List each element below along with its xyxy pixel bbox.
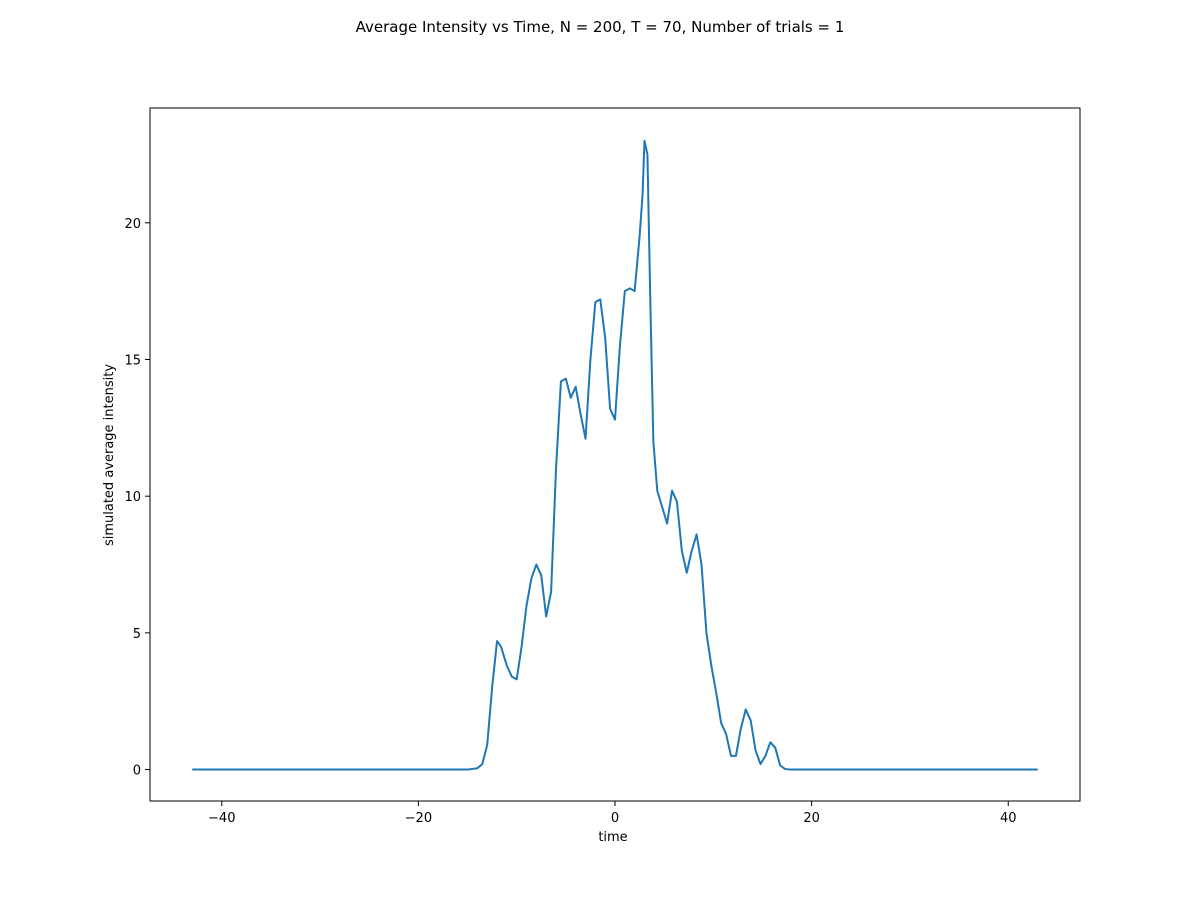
axes-frame xyxy=(149,107,1081,802)
x-tick-label: −40 xyxy=(208,811,235,826)
y-axis: 0 5 10 15 20 xyxy=(124,217,150,779)
chart-title: Average Intensity vs Time, N = 200, T = … xyxy=(356,18,845,36)
x-axis-label: time xyxy=(598,830,627,845)
y-axis-label: simulated average intensity xyxy=(102,364,117,546)
y-tick-label: 15 xyxy=(124,354,141,369)
x-tick-label: 40 xyxy=(1000,811,1017,826)
plot-area xyxy=(192,139,1038,771)
x-tick-label: 0 xyxy=(611,811,619,826)
series-line-0 xyxy=(192,139,1038,771)
x-tick-label: −20 xyxy=(405,811,432,826)
y-tick-label: 20 xyxy=(124,217,141,232)
y-tick-label: 5 xyxy=(133,627,141,642)
y-tick-label: 10 xyxy=(124,490,141,505)
x-tick-label: 20 xyxy=(803,811,820,826)
x-axis: −40 −20 0 20 40 xyxy=(208,801,1017,826)
y-tick-label: 0 xyxy=(133,764,141,779)
